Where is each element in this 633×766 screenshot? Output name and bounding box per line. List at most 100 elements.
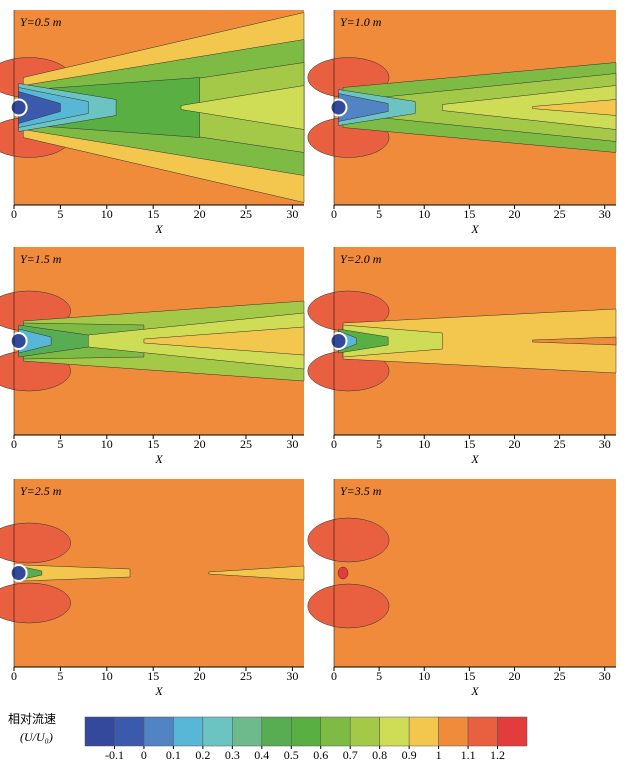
x-tick-label: 25 [554,669,566,683]
contour-region [180,85,305,130]
panel: Y=2.0 m 0 5 10 15 20 25 30 X [307,247,617,466]
x-tick-label: 5 [57,669,63,683]
contour-region [307,583,390,629]
x-tick-label: 30 [286,207,298,221]
x-tick-label: 25 [554,207,566,221]
x-tick-label: 30 [286,437,298,451]
colorbar-tick-label: 0.3 [225,748,240,762]
x-tick-label: 20 [194,437,206,451]
panel: Y=3.5 m 0 5 10 15 20 25 30 X [307,479,616,698]
colorbar-unit: (U/U₀) [20,730,53,744]
colorbar-tick-label: 0.5 [284,748,299,762]
colorbar-swatch [291,716,321,747]
colorbar-tick-label: 0.9 [402,748,417,762]
x-tick-label: 0 [331,437,337,451]
x-tick-label: 15 [463,207,475,221]
colorbar-swatch [349,716,380,747]
x-tick-label: 25 [554,437,566,451]
x-tick-label: 5 [376,437,382,451]
x-tick-label: 10 [101,669,113,683]
colorbar-label: 相对流速 [8,712,56,726]
x-tick-label: 25 [240,207,252,221]
colorbar-tick-label: 0.4 [254,748,269,762]
x-tick-label: 25 [240,669,252,683]
colorbar-swatch [143,716,174,747]
x-tick-label: 10 [101,437,113,451]
cylinder [329,332,348,350]
contour-region [0,582,71,624]
colorbar-tick-label: 1.1 [461,748,476,762]
colorbar-swatch [408,716,439,747]
x-tick-label: 10 [418,437,430,451]
x-axis-label: X [154,684,163,698]
x-tick-label: 20 [508,207,520,221]
x-tick-label: 0 [331,669,337,683]
x-tick-label: 30 [599,207,611,221]
colorbar-swatch [173,716,204,747]
contour-region [337,566,349,580]
x-tick-label: 30 [599,669,611,683]
panel: Y=0.5 m 0 5 10 15 20 25 30 X [0,10,305,236]
x-tick-label: 20 [508,669,520,683]
contour-region [143,326,305,356]
contour-region [0,522,71,564]
x-tick-label: 30 [599,437,611,451]
x-tick-label: 10 [418,207,430,221]
colorbar-swatch [114,716,145,747]
x-tick-label: 0 [331,207,337,221]
panel: Y=2.5 m 0 5 10 15 20 25 30 X [0,479,305,698]
colorbar-swatch [202,716,233,747]
contour-region [532,99,617,116]
panel-title: Y=2.0 m [340,252,382,266]
colorbar-swatch [379,716,410,747]
x-tick-label: 25 [240,437,252,451]
colorbar-tick-label: 0.2 [195,748,210,762]
x-tick-label: 15 [147,207,159,221]
x-tick-label: 0 [11,669,17,683]
colorbar-tick-label: 0.8 [372,748,387,762]
x-tick-label: 20 [508,437,520,451]
colorbar-tick-label: -0.1 [105,748,124,762]
panel-title: Y=3.5 m [340,484,382,498]
colorbar-swatch [261,716,292,747]
x-tick-label: 15 [463,437,475,451]
panel-title: Y=2.5 m [20,484,62,498]
colorbar-tick-label: 0.6 [313,748,328,762]
contour-region [532,336,617,346]
colorbar-tick-label: 0 [141,748,147,762]
x-axis-label: X [154,452,163,466]
x-axis-label: X [470,222,479,236]
cylinder [9,332,28,350]
panel-title: Y=1.0 m [340,15,382,29]
colorbar-swatch [467,716,498,747]
panel-title: Y=0.5 m [20,15,62,29]
x-axis-label: X [470,684,479,698]
colorbar-tick-label: 0.1 [166,748,181,762]
colorbar-tick-label: 0.7 [343,748,358,762]
x-tick-label: 15 [463,669,475,683]
colorbar-swatch [84,716,115,747]
contour-region [442,85,617,130]
colorbar-swatch [320,716,351,747]
cylinder [9,98,28,117]
x-tick-label: 5 [376,669,382,683]
cylinder [9,564,28,582]
colorbar-tick-label: 1.2 [490,748,505,762]
x-tick-label: 15 [147,669,159,683]
contour-region [307,517,390,563]
colorbar-tick-label: 1 [436,748,442,762]
colorbar-swatch [438,716,469,747]
x-axis-label: X [154,222,163,236]
colorbar-swatch [497,716,528,747]
x-tick-label: 5 [376,207,382,221]
x-tick-label: 0 [11,207,17,221]
x-tick-label: 15 [147,437,159,451]
x-tick-label: 10 [101,207,113,221]
x-tick-label: 30 [286,669,298,683]
panel-title: Y=1.5 m [20,252,62,266]
x-tick-label: 20 [194,207,206,221]
panel: Y=1.5 m 0 5 10 15 20 25 30 X [0,247,305,466]
contour-region [208,565,305,581]
x-tick-label: 0 [11,437,17,451]
